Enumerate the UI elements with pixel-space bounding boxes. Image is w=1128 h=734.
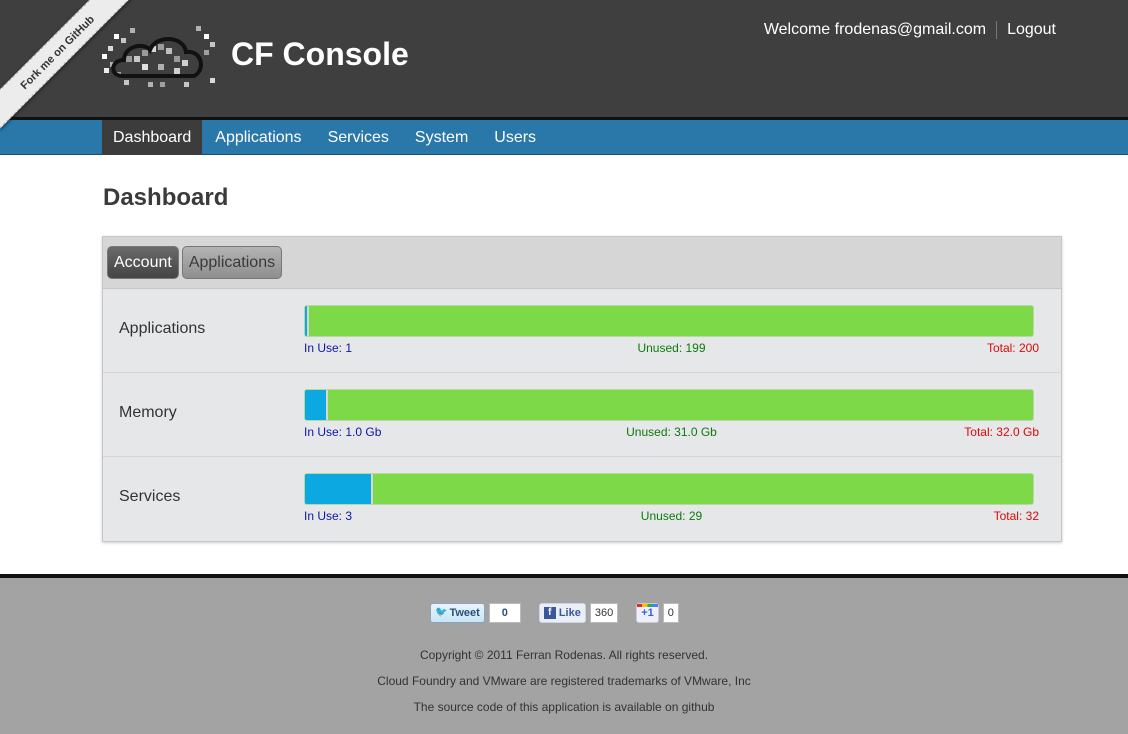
usage-legend: In Use: 1 Unused: 199 Total: 200 <box>304 341 1039 355</box>
panel-tabs: Account Applications <box>103 237 1061 289</box>
total-label: Total: 32.0 Gb <box>964 425 1039 439</box>
github-ribbon-label[interactable]: Fork me on GitHub <box>0 0 135 130</box>
header: Fork me on GitHub CF Console Welcome fro… <box>0 0 1128 130</box>
tab-applications[interactable]: Applications <box>181 246 283 279</box>
usage-bar-unused <box>327 390 1033 420</box>
like-count: 360 <box>589 603 619 623</box>
like-label: Like <box>558 607 581 619</box>
main-nav: Dashboard Applications Services System U… <box>0 117 1128 155</box>
usage-bar-used <box>305 390 328 420</box>
welcome-text: Welcome frodenas@gmail.com <box>763 21 987 38</box>
usage-bar-used <box>305 474 374 504</box>
row-label: Memory <box>119 404 177 421</box>
usage-legend: In Use: 3 Unused: 29 Total: 32 <box>304 509 1039 523</box>
usage-legend: In Use: 1.0 Gb Unused: 31.0 Gb Total: 32… <box>304 425 1039 439</box>
twitter-bird-icon: 🐦 <box>435 607 448 618</box>
usage-panel: Account Applications Applications In Use… <box>102 236 1062 542</box>
usage-row-services: Services In Use: 3 Unused: 29 Total: 32 <box>103 457 1061 541</box>
copyright-text: Copyright © 2011 Ferran Rodenas. All rig… <box>419 648 709 662</box>
logout-link[interactable]: Logout <box>1007 21 1056 38</box>
separator <box>996 21 998 39</box>
tweet-button[interactable]: 🐦 Tweet <box>430 603 485 623</box>
unused-label: Unused: 199 <box>637 341 706 355</box>
github-ribbon[interactable]: Fork me on GitHub <box>0 0 140 140</box>
usage-bar <box>304 473 1034 505</box>
brand-title[interactable]: CF Console <box>231 36 409 72</box>
nav-item-applications[interactable]: Applications <box>215 129 302 146</box>
footer: 🐦 Tweet 0 f Like 360 +1 0 Copyright © 20… <box>0 574 1128 734</box>
cloud-logo-icon <box>102 26 215 87</box>
plusone-count: 0 <box>662 603 679 623</box>
unused-label: Unused: 31.0 Gb <box>626 425 717 439</box>
like-button[interactable]: f Like <box>538 603 586 623</box>
plusone-button[interactable]: +1 <box>636 603 659 623</box>
in-use-label: In Use: 3 <box>304 509 353 523</box>
nav-item-system[interactable]: System <box>414 129 469 146</box>
usage-bar-used <box>305 306 309 336</box>
tab-account[interactable]: Account <box>107 246 179 279</box>
tweet-label: Tweet <box>449 607 480 619</box>
usage-bar-unused <box>308 306 1033 336</box>
in-use-label: In Use: 1.0 Gb <box>304 425 382 439</box>
nav-list: Dashboard Applications Services System U… <box>102 120 549 155</box>
total-label: Total: 200 <box>986 341 1039 355</box>
in-use-label: In Use: 1 <box>304 341 353 355</box>
usage-bar <box>304 305 1034 337</box>
usage-row-memory: Memory In Use: 1.0 Gb Unused: 31.0 Gb To… <box>103 373 1061 457</box>
nav-item-dashboard[interactable]: Dashboard <box>102 120 203 155</box>
plusone-label: +1 <box>641 607 654 619</box>
nav-item-users[interactable]: Users <box>494 129 537 146</box>
google-color-strip <box>637 604 658 607</box>
usage-bar-unused <box>373 474 1033 504</box>
usage-row-applications: Applications In Use: 1 Unused: 199 Total… <box>103 289 1061 373</box>
facebook-icon: f <box>543 607 556 619</box>
tweet-count: 0 <box>488 603 521 623</box>
row-label: Services <box>119 488 181 505</box>
row-label: Applications <box>119 320 206 337</box>
usage-bar <box>304 389 1034 421</box>
unused-label: Unused: 29 <box>640 509 703 523</box>
source-text[interactable]: The source code of this application is a… <box>413 700 715 714</box>
total-label: Total: 32 <box>993 509 1039 523</box>
nav-item-services[interactable]: Services <box>327 129 389 146</box>
page-title: Dashboard <box>103 184 229 211</box>
user-bar: Welcome frodenas@gmail.com Logout <box>764 21 1056 39</box>
trademark-text: Cloud Foundry and VMware are registered … <box>377 674 751 688</box>
social-buttons: 🐦 Tweet 0 f Like 360 +1 0 <box>430 602 679 624</box>
